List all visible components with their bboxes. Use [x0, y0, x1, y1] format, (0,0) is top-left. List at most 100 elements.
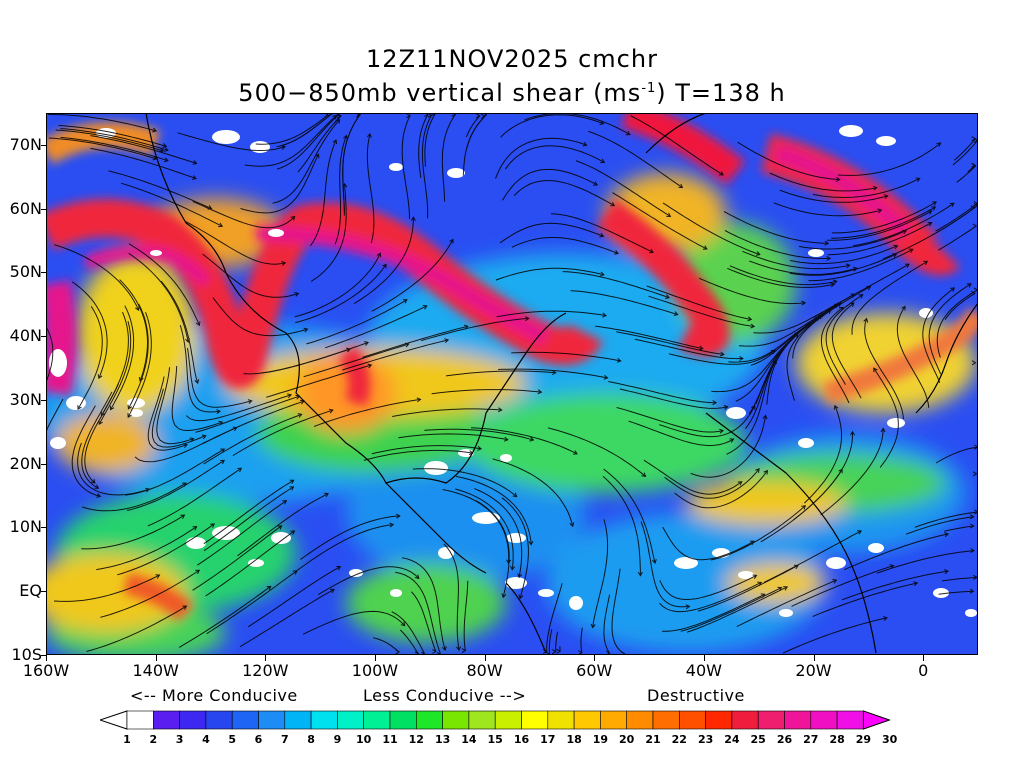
- streamline: [353, 217, 414, 305]
- streamline-arrowhead: [138, 376, 144, 382]
- streamline-arrowhead: [366, 132, 372, 138]
- colorbar-swatch: [468, 710, 496, 730]
- streamline-arrowhead: [737, 481, 743, 486]
- colorbar-swatch: [442, 710, 470, 730]
- streamline: [936, 289, 978, 358]
- colorbar-max-arrow: [862, 710, 891, 730]
- streamline-arrowhead: [475, 113, 481, 119]
- colorbar-swatch: [284, 710, 312, 730]
- streamline-arrowhead: [97, 374, 103, 380]
- streamline-arrowhead: [289, 486, 295, 491]
- lat-tick-mark: [41, 399, 47, 401]
- streamline: [431, 389, 542, 395]
- streamline: [54, 244, 140, 311]
- streamline: [306, 299, 408, 345]
- colorbar-swatch: [179, 710, 207, 730]
- streamline: [81, 391, 113, 489]
- streamline-arrowhead: [552, 649, 557, 655]
- streamline-arrowhead: [883, 194, 889, 200]
- streamline-arrowhead: [889, 564, 895, 569]
- streamline-arrowhead: [845, 263, 851, 269]
- streamline: [119, 279, 149, 382]
- streamline: [60, 136, 169, 162]
- streamline: [595, 325, 703, 350]
- streamline-arrowhead: [382, 263, 387, 269]
- streamline: [931, 205, 978, 237]
- colorbar-label: 19: [592, 733, 609, 746]
- streamline: [914, 511, 978, 528]
- streamline: [646, 285, 752, 320]
- streamline-arrowhead: [400, 621, 406, 627]
- streamline-arrowhead: [712, 400, 718, 406]
- streamline: [659, 581, 762, 613]
- streamline: [513, 180, 615, 207]
- streamline-arrowhead: [872, 185, 878, 191]
- streamline: [873, 367, 899, 468]
- lat-tick-mark: [41, 336, 47, 338]
- colorbar-label: 12: [408, 733, 424, 746]
- streamline-arrowhead: [972, 471, 978, 477]
- streamline-arrowhead: [747, 316, 753, 322]
- streamline: [664, 468, 760, 499]
- colorbar-min-arrow: [100, 710, 128, 730]
- streamline-arrowhead: [292, 570, 298, 575]
- streamline-arrowhead: [801, 300, 807, 306]
- streamline-arrowhead: [762, 414, 768, 420]
- streamline: [366, 133, 375, 244]
- streamline: [548, 629, 553, 655]
- streamline: [442, 489, 510, 564]
- streamline: [71, 281, 108, 379]
- streamline-arrowhead: [477, 445, 483, 451]
- streamline-arrowhead: [303, 327, 309, 333]
- colorbar-swatch: [231, 710, 259, 730]
- streamline: [324, 305, 428, 349]
- colorbar-label: 13: [434, 733, 451, 746]
- streamline-arrowhead: [751, 404, 756, 410]
- streamline-arrowhead: [192, 526, 198, 531]
- streamline: [77, 442, 150, 496]
- streamline: [411, 591, 437, 652]
- colorbar-swatch: [363, 710, 391, 730]
- streamline: [640, 521, 690, 608]
- colorbar-label: 4: [202, 733, 210, 746]
- colorbar-swatch: [678, 710, 706, 730]
- lat-tick-label: EQ: [19, 581, 42, 601]
- streamline-arrowhead: [163, 157, 169, 163]
- colorbar-swatch: [205, 710, 233, 730]
- streamline-arrowhead: [414, 651, 420, 655]
- streamline: [151, 388, 206, 448]
- colorbar-swatch: [731, 710, 759, 730]
- streamline-arrowhead: [135, 306, 140, 311]
- streamline-arrowhead: [367, 363, 373, 369]
- streamline: [294, 252, 381, 318]
- streamline: [820, 428, 884, 516]
- lon-tick-label: 40W: [685, 661, 722, 680]
- streamline-arrowhead: [931, 206, 937, 211]
- streamline: [197, 500, 287, 566]
- streamline: [441, 114, 456, 202]
- streamline-arrowhead: [389, 522, 395, 528]
- streamline: [53, 574, 160, 602]
- streamline-arrowhead: [915, 177, 921, 182]
- streamline: [363, 449, 473, 461]
- streamline-arrowhead: [807, 322, 812, 327]
- streamline-arrowhead: [572, 450, 578, 455]
- streamline-arrowhead: [852, 266, 858, 272]
- streamline: [98, 321, 132, 425]
- streamline-arrowhead: [971, 360, 977, 366]
- streamline-arrowhead: [395, 513, 401, 519]
- streamline: [643, 459, 742, 495]
- streamline: [303, 343, 409, 378]
- streamline: [876, 550, 975, 574]
- streamline: [310, 183, 347, 282]
- streamline: [697, 565, 799, 612]
- colorbar-label: 1: [123, 733, 131, 746]
- streamline-arrowhead: [904, 263, 910, 268]
- streamline-arrowhead: [77, 405, 82, 410]
- streamline-arrowhead: [220, 459, 225, 465]
- streamline-arrowhead: [833, 404, 839, 410]
- streamline: [616, 407, 724, 433]
- streamline-arrowhead: [155, 574, 161, 579]
- streamline: [171, 365, 223, 432]
- streamline-arrowhead: [456, 646, 462, 652]
